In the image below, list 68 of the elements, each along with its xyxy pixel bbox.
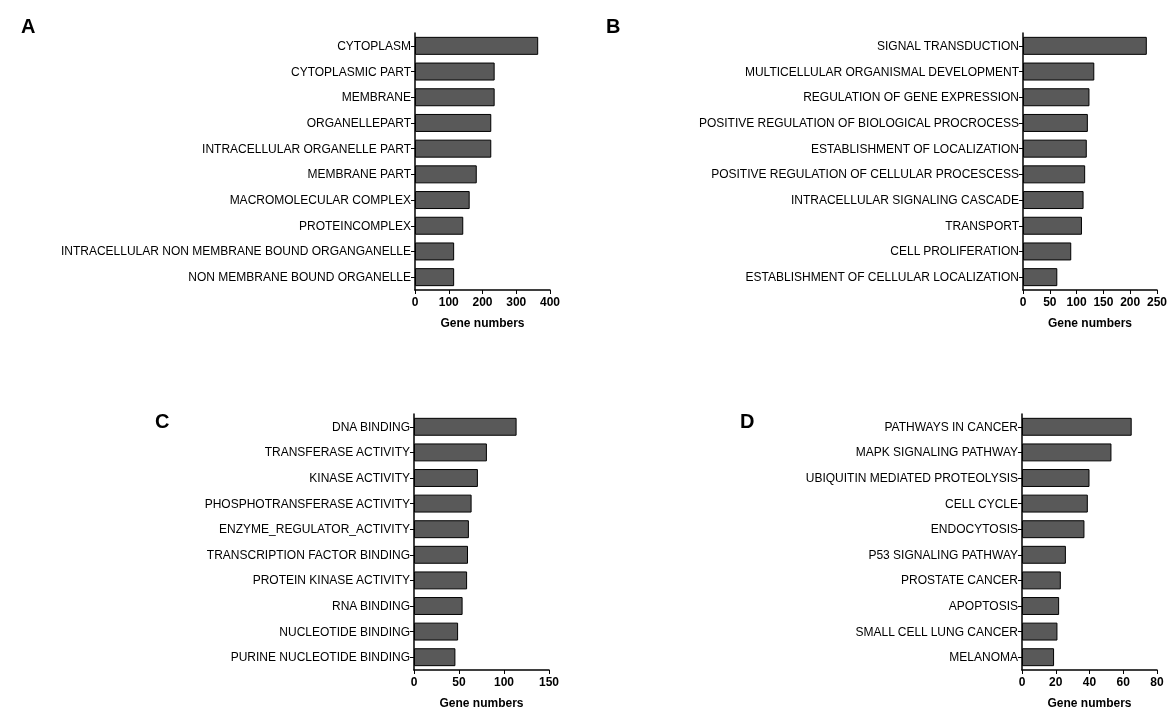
x-tick-label: 100: [438, 295, 460, 309]
y-tick-label: CYTOPLASMIC PART: [290, 64, 412, 79]
x-axis-title: Gene numbers: [1047, 316, 1133, 330]
y-tick-label: MEMBRANE PART: [307, 167, 412, 182]
y-tick-label: ORGANELLEPART: [306, 115, 412, 130]
y-tick-label: INTRACELLULAR SIGNALING CASCADE: [790, 193, 1019, 208]
y-tick-label: PURINE NUCLEOTIDE BINDING: [230, 650, 410, 665]
y-tick-label: KINASE ACTIVITY: [309, 471, 410, 485]
y-tick-label: NUCLEOTIDE BINDING: [279, 624, 410, 639]
y-tick-label: ENZYME_REGULATOR_ACTIVITY: [219, 522, 410, 537]
y-tick-label: CELL CYCLE: [945, 496, 1018, 511]
x-tick-label: 150: [1093, 295, 1114, 309]
x-tick-label: 400: [539, 295, 561, 309]
y-tick-label: ESTABLISHMENT OF CELLULAR LOCALIZATION: [745, 270, 1019, 285]
y-tick-label: SIGNAL TRANSDUCTION: [876, 38, 1019, 53]
y-tick-label: PROTEIN KINASE ACTIVITY: [252, 573, 410, 588]
y-tick-label: PHOSPHOTRANSFERASE ACTIVITY: [204, 496, 410, 511]
x-tick-label: 50: [1043, 295, 1057, 309]
y-tick-label: MEMBRANE: [341, 90, 411, 105]
x-tick-label: 50: [452, 675, 466, 689]
y-tick-label: TRANSFERASE ACTIVITY: [264, 445, 410, 460]
x-tick-label: 80: [1150, 675, 1164, 689]
x-tick-label: 100: [1066, 295, 1087, 309]
y-tick-label: INTRACELLULAR NON MEMBRANE BOUND ORGANGANELLE: [60, 244, 411, 259]
x-tick-label: 200: [472, 295, 493, 309]
y-tick-label: CELL PROLIFERATION: [890, 244, 1019, 259]
y-tick-label: SMALL CELL LUNG CANCER: [855, 624, 1019, 639]
y-tick-label: PROSTATE CANCER: [901, 573, 1019, 588]
x-tick-label: 300: [506, 295, 527, 309]
y-tick-label: CYTOPLASM: [337, 38, 411, 53]
y-tick-label: TRANSCRIPTION FACTOR BINDING: [206, 547, 410, 562]
y-tick-label: DNA BINDING: [331, 419, 410, 434]
x-axis-title: Gene numbers: [439, 696, 524, 710]
y-tick-label: UBIQUITIN MEDIATED PROTEOLYSIS: [805, 471, 1018, 485]
y-tick-label: POSITIVE REGULATION OF CELLULAR PROCESCESS: [711, 167, 1019, 182]
y-tick-label: P53 SIGNALING PATHWAY: [868, 547, 1018, 562]
y-tick-label: TRANSPORT: [945, 218, 1020, 233]
text: A: [21, 15, 36, 37]
y-tick-label: REGULATION OF GENE EXPRESSION: [803, 90, 1019, 105]
y-tick-label: MAPK SIGNALING PATHWAY: [855, 445, 1018, 460]
text: C: [155, 410, 170, 432]
x-axis-title: Gene numbers: [1047, 696, 1132, 710]
y-tick-label: POSITIVE REGULATION OF BIOLOGICAL PROCROCESS: [698, 115, 1019, 130]
y-tick-label: ENDOCYTOSIS: [930, 522, 1018, 537]
text: D: [740, 410, 755, 432]
y-tick-label: MULTICELLULAR ORGANISMAL DEVELOPMENT: [744, 64, 1020, 79]
y-tick-label: APOPTOSIS: [948, 599, 1018, 613]
x-tick-label: 60: [1116, 675, 1131, 689]
x-tick-label: 40: [1082, 675, 1097, 689]
x-tick-label: 100: [493, 675, 515, 689]
y-tick-label: MELANOMA: [949, 650, 1018, 665]
y-tick-label: ESTABLISHMENT OF LOCALIZATION: [810, 141, 1019, 156]
y-tick-label: INTRACELLULAR ORGANELLE PART: [202, 141, 412, 156]
x-tick-label: 0: [1018, 675, 1026, 689]
y-tick-label: PATHWAYS IN CANCER: [884, 419, 1019, 434]
x-tick-label: 0: [411, 295, 419, 309]
x-tick-label: 0: [410, 675, 418, 689]
x-tick-label: 200: [1120, 295, 1141, 309]
x-tick-label: 20: [1049, 675, 1063, 689]
y-tick-label: NON MEMBRANE BOUND ORGANELLE: [188, 270, 411, 285]
x-tick-label: 150: [538, 675, 560, 689]
y-tick-label: PROTEINCOMPLEX: [298, 218, 411, 233]
y-tick-label: RNA BINDING: [331, 599, 410, 613]
x-tick-label: 0: [1019, 295, 1027, 309]
y-tick-label: MACROMOLECULAR COMPLEX: [229, 193, 411, 208]
text: B: [606, 15, 621, 37]
x-axis-title: Gene numbers: [440, 316, 525, 330]
x-tick-label: 250: [1146, 295, 1168, 309]
